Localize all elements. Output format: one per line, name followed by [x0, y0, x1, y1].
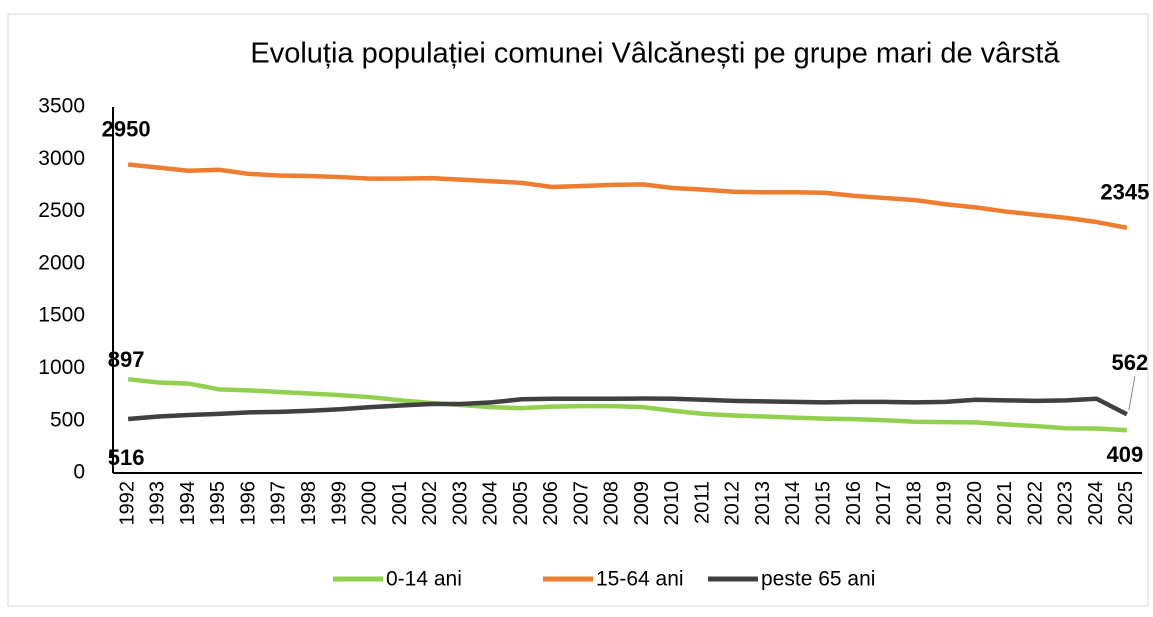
x-tick-label: 1997	[268, 481, 290, 526]
chart-title: Evoluția populației comunei Vâlcănești p…	[250, 38, 1060, 70]
x-tick-label: 2002	[419, 481, 441, 526]
x-tick-label: 2001	[389, 481, 411, 526]
x-tick-label: 2003	[449, 481, 471, 526]
x-tick-label: 1993	[147, 481, 169, 526]
legend-label: 0-14 ani	[386, 568, 462, 591]
y-tick-label: 1000	[38, 356, 85, 379]
x-tick-label: 2011	[691, 481, 713, 524]
x-tick-label: 2021	[994, 481, 1016, 526]
x-tick-label: 2009	[631, 481, 653, 526]
x-tick-label: 2005	[510, 481, 532, 526]
x-tick-label: 2010	[661, 481, 683, 526]
x-tick-label: 2015	[813, 481, 835, 526]
data-label: 2950	[102, 116, 151, 141]
y-tick-label: 3000	[38, 147, 85, 170]
series-line	[127, 162, 1128, 230]
leader-line	[1128, 376, 1136, 411]
legend-label: 15-64 ani	[596, 568, 684, 591]
y-tick-label: 500	[50, 408, 85, 431]
x-tick-label: 2020	[964, 481, 986, 526]
x-tick-label: 2018	[903, 481, 925, 526]
x-tick-label: 2008	[601, 481, 623, 526]
x-tick-label: 1992	[116, 481, 138, 526]
x-tick-label: 1996	[237, 481, 259, 526]
x-tick-label: 2012	[722, 481, 744, 526]
x-tick-label: 2017	[873, 481, 895, 526]
series-line	[127, 396, 1128, 422]
data-label: 562	[1112, 350, 1149, 375]
y-tick-label: 1500	[38, 304, 85, 327]
data-label: 897	[108, 347, 145, 372]
y-tick-label: 0	[73, 461, 85, 484]
data-label: 516	[108, 445, 145, 470]
legend-label: peste 65 ani	[761, 568, 875, 591]
x-tick-label: 1998	[298, 481, 320, 526]
x-tick-label: 2023	[1055, 481, 1077, 526]
x-tick-label: 2013	[752, 481, 774, 526]
y-tick-label: 2000	[38, 251, 85, 274]
chart-border	[7, 13, 1149, 607]
data-label: 2345	[1100, 180, 1149, 205]
x-tick-label: 2025	[1115, 481, 1137, 526]
y-tick-label: 2500	[38, 199, 85, 222]
x-tick-label: 2000	[359, 481, 381, 526]
x-tick-label: 1995	[207, 481, 229, 526]
x-tick-label: 2007	[570, 481, 592, 526]
x-tick-label: 1999	[328, 481, 350, 526]
y-tick-label: 3500	[38, 95, 85, 118]
x-tick-label: 2004	[480, 481, 502, 526]
x-tick-label: 2016	[843, 481, 865, 526]
series-line	[127, 376, 1127, 433]
data-label: 409	[1107, 442, 1144, 467]
x-tick-label: 1994	[177, 481, 199, 526]
x-tick-label: 2019	[934, 481, 956, 526]
x-tick-label: 2022	[1024, 481, 1046, 526]
x-tick-label: 2024	[1085, 481, 1107, 526]
x-tick-label: 2014	[782, 481, 804, 526]
x-tick-label: 2006	[540, 481, 562, 526]
